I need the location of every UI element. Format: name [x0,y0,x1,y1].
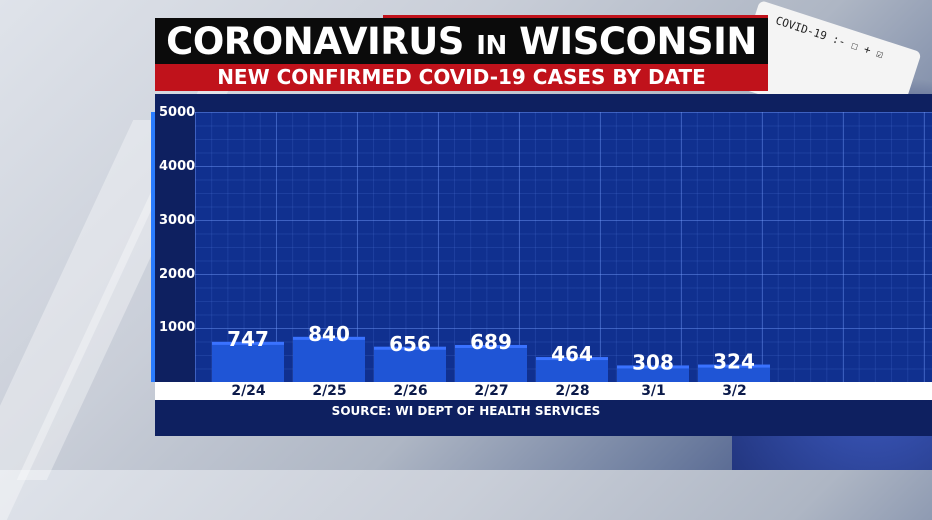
x-tick-label: 2/28 [555,383,590,399]
x-tick-label: 2/25 [312,383,347,399]
title-banner: CORONAVIRUS IN WISCONSIN [155,18,768,64]
data-label: 308 [632,350,674,374]
bar-highlight [374,346,446,350]
bar-highlight [455,344,527,348]
y-tick-label: 3000 [159,212,196,228]
bar-2-27 [455,344,527,382]
bar-3-1 [617,365,689,382]
data-label: 464 [551,342,593,366]
bar-3-2 [698,364,770,382]
bar-2-24 [212,341,284,382]
bar-highlight [212,341,284,345]
x-tick-label: 3/2 [722,383,747,399]
bar-highlight [293,336,365,340]
bar-highlight [617,365,689,369]
chart-subtitle: NEW CONFIRMED COVID-19 CASES BY DATE [155,64,768,91]
x-axis-band [155,382,932,400]
bar-2-25 [293,336,365,382]
bar-2-26 [374,346,446,382]
title-word-coronavirus: CORONAVIRUS [166,20,464,63]
data-label: 656 [389,332,431,356]
x-tick-label: 3/1 [641,383,666,399]
x-tick-label: 2/27 [474,383,509,399]
chart-panel: 1000 2000 3000 4000 5000 747 840 656 689 464 308 3… [151,94,932,436]
data-label: 747 [227,327,269,351]
title-word-wisconsin: WISCONSIN [519,20,757,63]
y-axis-line [151,112,155,382]
x-tick-label: 2/26 [393,383,428,399]
y-tick-label: 4000 [159,159,196,175]
bar-2-28 [536,357,608,382]
title-accent-bar [383,15,768,20]
bar-highlight [536,357,608,361]
source-note: SOURCE: WI DEPT OF HEALTH SERVICES [331,404,601,418]
bar-highlight [698,364,770,368]
y-tick-label: 2000 [159,266,196,282]
title-word-in: IN [476,31,507,61]
data-label: 324 [713,350,755,374]
page-title: CORONAVIRUS IN WISCONSIN [155,18,768,64]
bar-chart: 747 840 656 689 464 308 324 [212,322,770,382]
data-label: 689 [470,330,512,354]
data-label: 840 [308,322,350,346]
y-tick-label: 1000 [159,320,196,336]
x-tick-label: 2/24 [231,383,266,399]
y-tick-label: 5000 [159,105,196,121]
